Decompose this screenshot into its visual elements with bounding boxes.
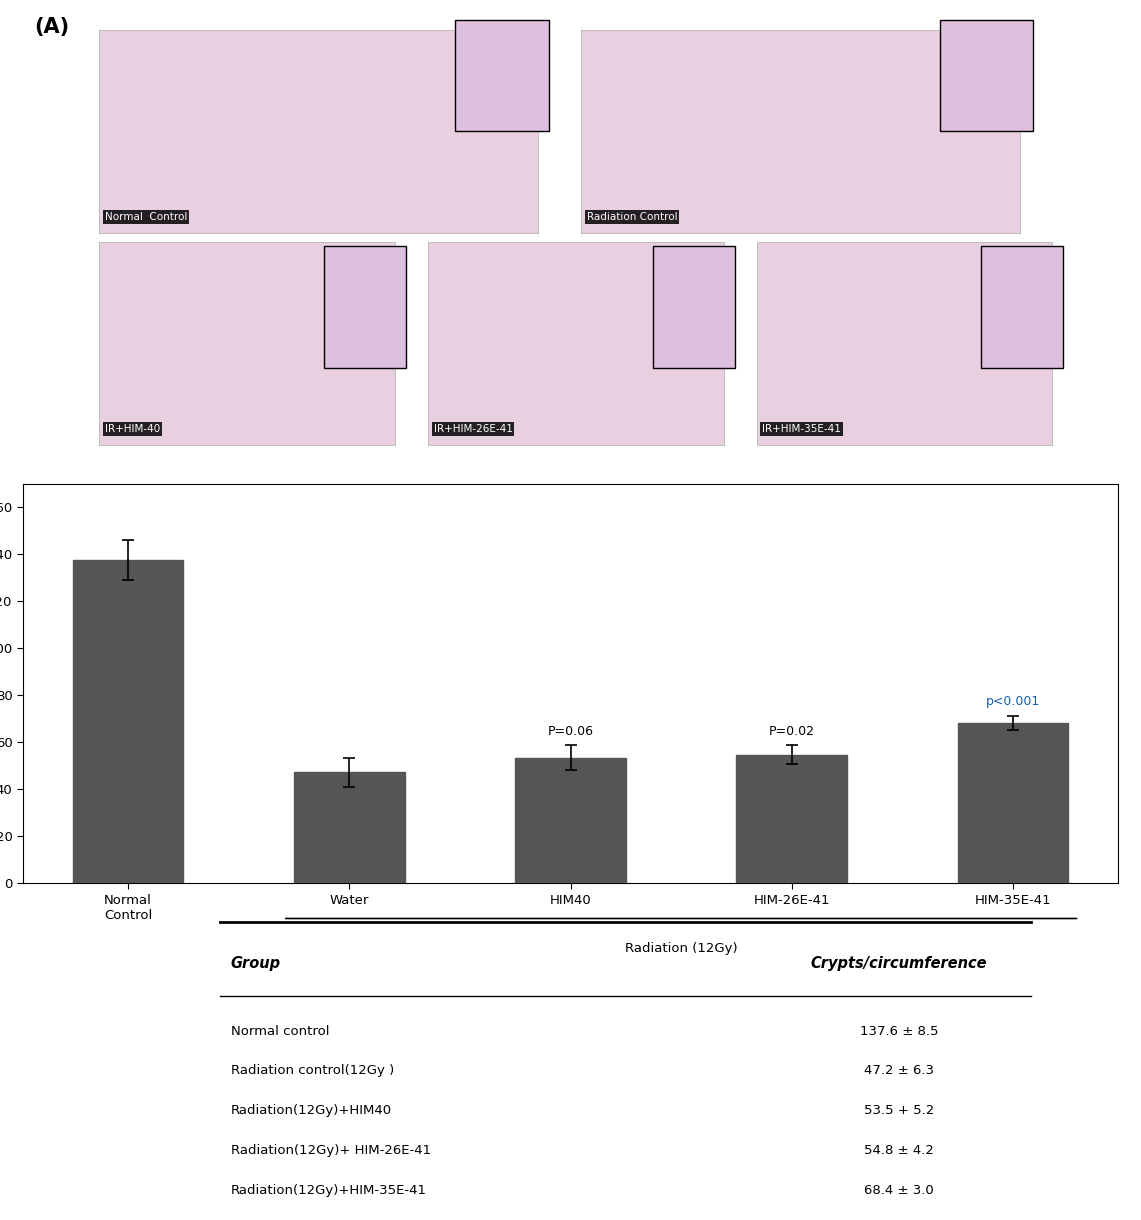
Text: 54.8 ± 4.2: 54.8 ± 4.2 xyxy=(864,1144,934,1157)
Text: Radiation (12Gy): Radiation (12Gy) xyxy=(625,942,737,955)
Text: IR+HIM-26E-41: IR+HIM-26E-41 xyxy=(434,423,512,434)
Text: p<0.001: p<0.001 xyxy=(986,695,1041,709)
Text: Normal  Control: Normal Control xyxy=(105,212,187,222)
Text: P=0.02: P=0.02 xyxy=(769,725,815,738)
Text: IR+HIM-40: IR+HIM-40 xyxy=(105,423,160,434)
Text: (A): (A) xyxy=(34,17,68,37)
Text: 47.2 ± 6.3: 47.2 ± 6.3 xyxy=(864,1065,934,1077)
Bar xyxy=(516,758,625,883)
Bar xyxy=(940,20,1033,132)
Text: 68.4 ± 3.0: 68.4 ± 3.0 xyxy=(864,1183,934,1197)
Bar xyxy=(981,245,1063,367)
Bar xyxy=(294,772,405,883)
Bar xyxy=(756,242,1052,445)
Text: IR+HIM-35E-41: IR+HIM-35E-41 xyxy=(762,423,841,434)
Bar xyxy=(455,20,549,132)
Bar xyxy=(736,754,847,883)
Text: Radiation(12Gy)+HIM40: Radiation(12Gy)+HIM40 xyxy=(230,1104,393,1118)
Text: P=0.06: P=0.06 xyxy=(548,726,593,738)
Text: Radiation control(12Gy ): Radiation control(12Gy ) xyxy=(230,1065,394,1077)
Bar xyxy=(428,242,723,445)
Text: Radiation(12Gy)+HIM-35E-41: Radiation(12Gy)+HIM-35E-41 xyxy=(230,1183,427,1197)
Text: Crypts/circumference: Crypts/circumference xyxy=(811,956,987,971)
Bar xyxy=(653,245,735,367)
Text: Normal control: Normal control xyxy=(230,1025,330,1038)
Bar xyxy=(324,245,406,367)
Text: Group: Group xyxy=(230,956,281,971)
Bar xyxy=(99,242,395,445)
Bar xyxy=(582,29,1020,233)
Bar xyxy=(73,560,184,883)
Text: Radiation(12Gy)+ HIM-26E-41: Radiation(12Gy)+ HIM-26E-41 xyxy=(230,1144,431,1157)
Bar xyxy=(957,722,1068,883)
Text: Radiation Control: Radiation Control xyxy=(586,212,678,222)
Text: 137.6 ± 8.5: 137.6 ± 8.5 xyxy=(860,1025,938,1038)
Bar xyxy=(99,29,537,233)
Text: 53.5 + 5.2: 53.5 + 5.2 xyxy=(864,1104,934,1118)
